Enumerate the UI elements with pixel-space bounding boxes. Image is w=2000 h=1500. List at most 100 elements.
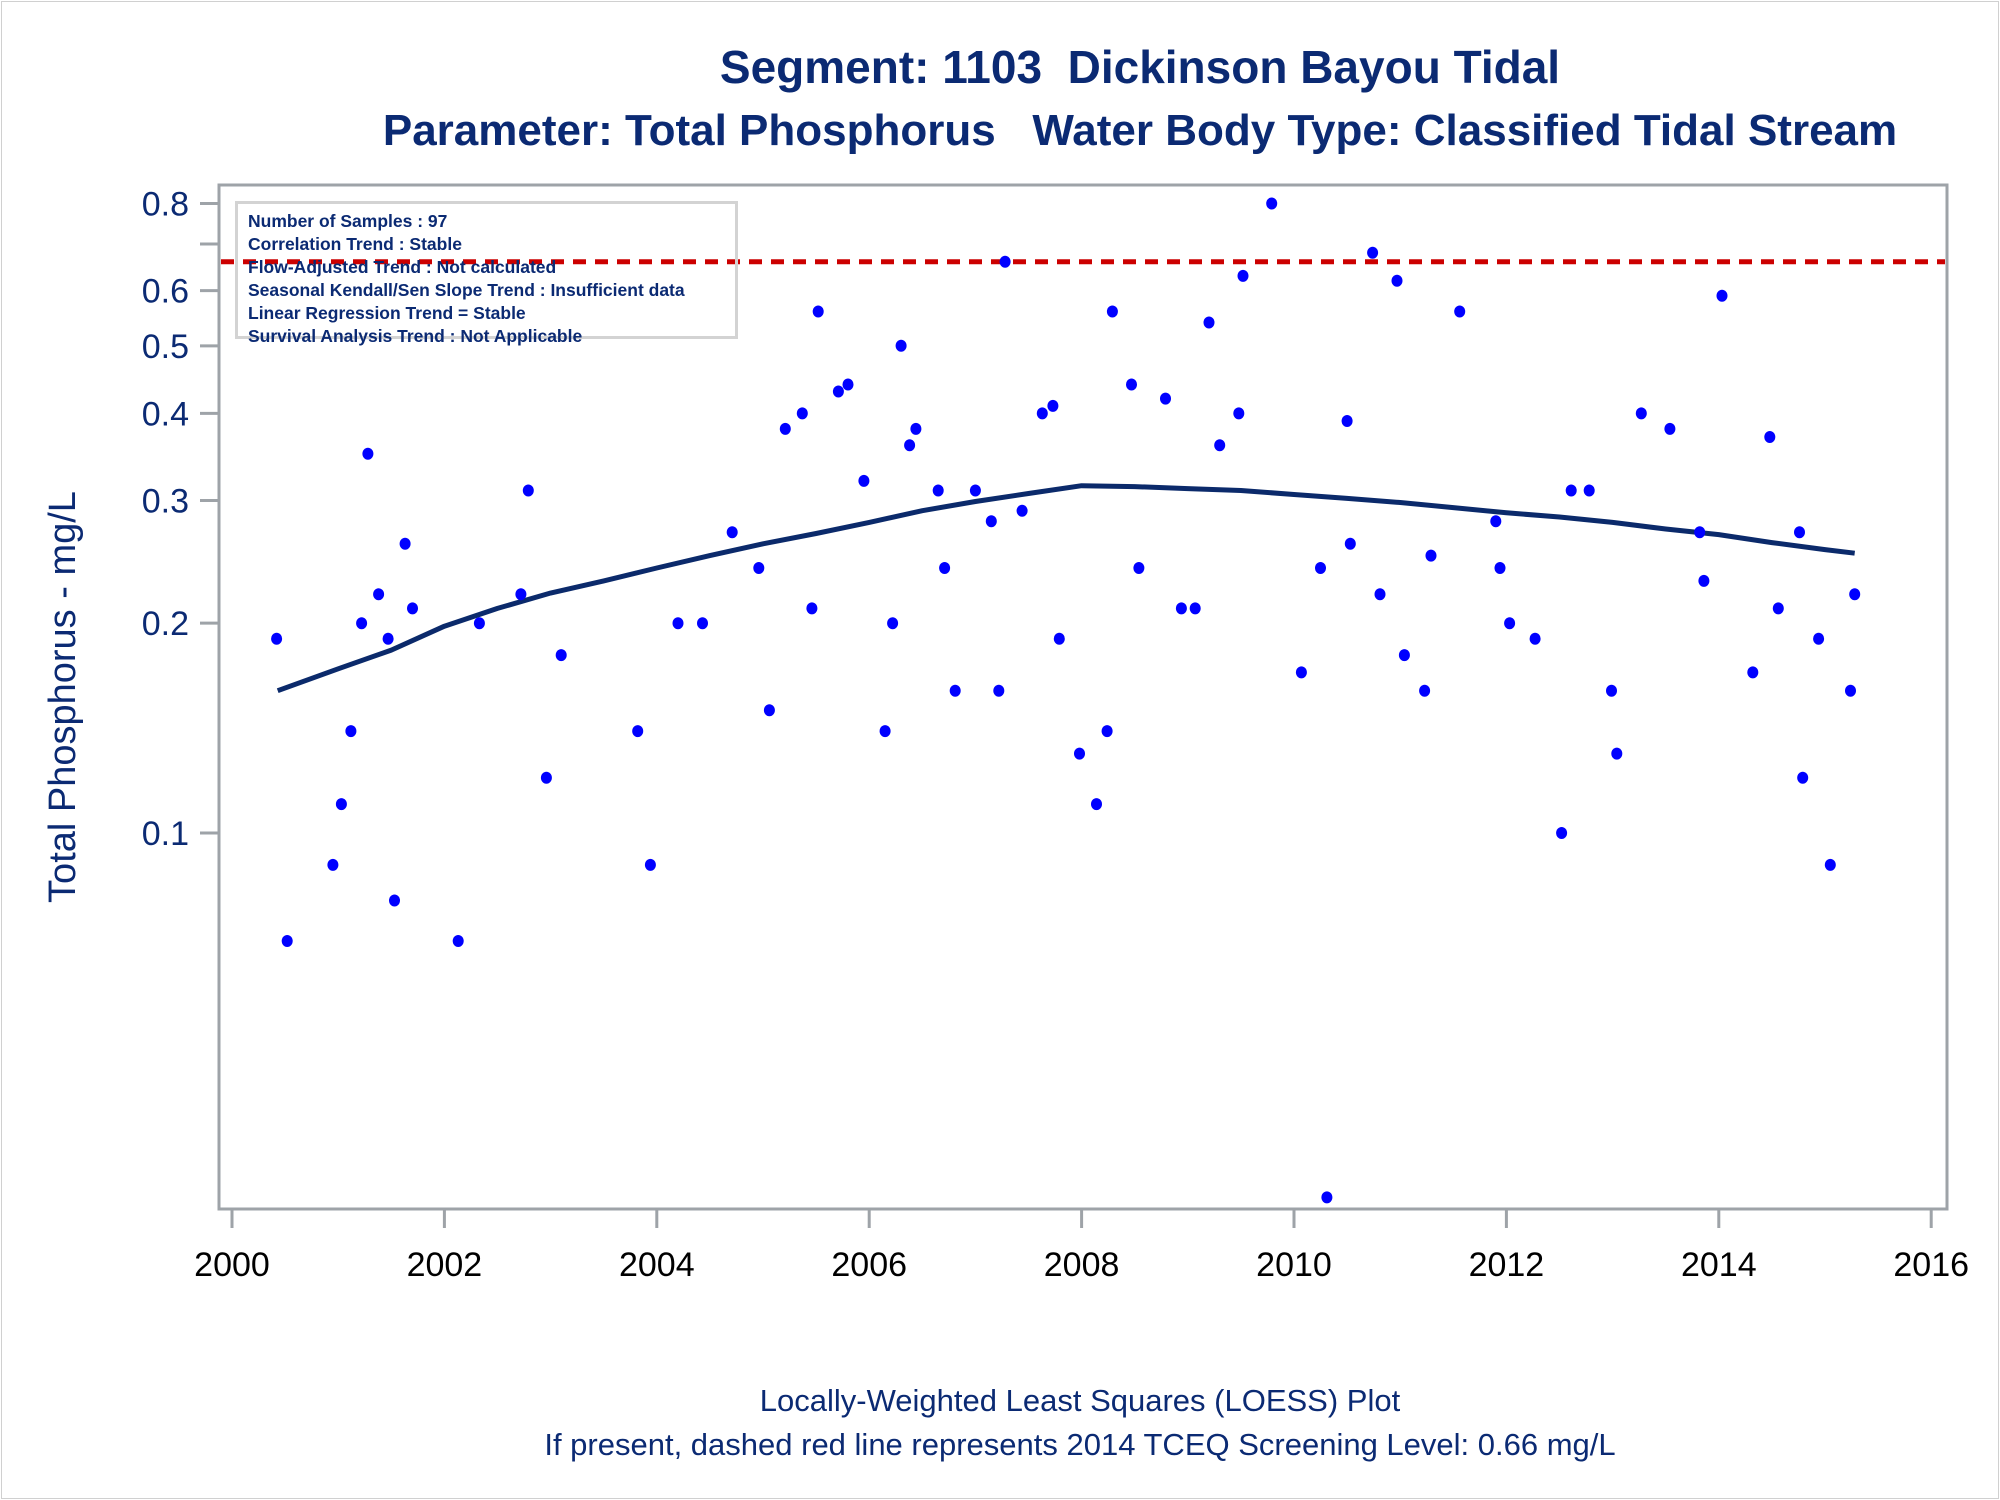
data-point [1074, 747, 1085, 760]
data-point [335, 798, 347, 811]
stat-correlation-trend: Correlation Trend : Stable [248, 234, 462, 254]
data-point [373, 588, 385, 601]
data-point [362, 447, 374, 460]
data-point [345, 725, 357, 738]
trend-stats-box: Number of Samples : 97 Correlation Trend… [235, 201, 738, 346]
data-point [1237, 269, 1249, 282]
y-tick-label: 0.6 [142, 273, 189, 311]
data-point [644, 858, 656, 871]
data-point [1583, 484, 1595, 497]
data-point [1344, 537, 1356, 550]
data-point [969, 484, 981, 497]
data-point [904, 439, 916, 452]
data-point [1490, 515, 1502, 528]
data-point [399, 537, 411, 550]
x-tick-label: 2016 [1893, 1246, 1969, 1284]
data-point [879, 725, 891, 738]
data-point [1606, 684, 1617, 697]
data-point [1036, 407, 1048, 420]
data-point [672, 617, 684, 630]
data-point [1716, 289, 1728, 302]
x-tick-label: 2006 [831, 1246, 907, 1284]
data-point [985, 515, 997, 528]
data-point [697, 617, 708, 630]
data-point [753, 562, 765, 574]
data-point [540, 771, 552, 784]
x-tick-label: 2008 [1044, 1246, 1120, 1284]
data-point [1797, 771, 1809, 784]
data-point [1794, 526, 1805, 539]
data-point [327, 858, 339, 871]
data-point [271, 632, 283, 645]
data-point [1529, 632, 1541, 645]
chart-subtitle: Parameter: Total Phosphorus Water Body T… [382, 106, 1898, 155]
data-point [939, 562, 951, 574]
data-point [1425, 549, 1437, 562]
data-point [832, 385, 844, 398]
data-point [763, 704, 775, 717]
data-point [999, 255, 1011, 268]
data-point [1053, 632, 1065, 645]
data-point [887, 617, 899, 630]
data-point [1203, 316, 1215, 329]
stat-seasonal-kendall: Seasonal Kendall/Sen Slope Trend : Insuf… [248, 280, 685, 300]
data-point [1813, 632, 1825, 645]
data-point [1556, 827, 1568, 839]
x-tick-label: 2010 [1256, 1246, 1332, 1284]
data-point [895, 339, 907, 352]
data-point [1374, 588, 1386, 601]
data-point [1266, 197, 1278, 210]
data-point [1747, 666, 1759, 679]
data-point [555, 649, 567, 662]
data-point [1315, 562, 1326, 574]
data-point [910, 422, 922, 435]
data-point [842, 378, 854, 391]
data-point [1133, 562, 1145, 574]
data-point [356, 617, 368, 630]
data-point [726, 526, 738, 539]
y-tick-label: 0.4 [142, 395, 189, 433]
data-point [1126, 378, 1137, 391]
data-point [1160, 392, 1171, 405]
data-point [1341, 415, 1353, 427]
x-tick-label: 2004 [619, 1246, 695, 1284]
data-point [632, 725, 644, 738]
data-point [858, 474, 870, 487]
data-point [1016, 504, 1028, 517]
y-tick-label: 0.2 [142, 605, 189, 643]
data-point [1101, 725, 1113, 738]
data-point [812, 305, 824, 318]
data-point [1772, 602, 1784, 615]
loess-line [276, 483, 1856, 694]
data-point [473, 617, 485, 630]
y-tick-label: 0.1 [142, 815, 189, 853]
data-point [1694, 526, 1706, 539]
data-point [806, 602, 818, 615]
y-tick-label: 0.5 [142, 328, 189, 366]
data-point [1175, 602, 1187, 615]
footnote-loess: Locally-Weighted Least Squares (LOESS) P… [759, 1383, 1401, 1418]
data-point [1504, 617, 1516, 630]
data-point [1398, 649, 1410, 662]
data-point [1295, 666, 1307, 679]
y-tick-label: 0.3 [142, 482, 189, 520]
data-point [1454, 305, 1466, 318]
x-tick-label: 2002 [407, 1246, 483, 1284]
data-point [1391, 274, 1403, 287]
data-point [1189, 602, 1201, 615]
data-point [1764, 431, 1776, 443]
y-tick-label: 0.8 [142, 186, 189, 224]
x-tick-label: 2012 [1469, 1246, 1545, 1284]
data-point [515, 588, 527, 601]
data-point [1091, 798, 1102, 811]
data-point [452, 935, 464, 947]
data-point [281, 935, 293, 947]
data-point [1698, 574, 1710, 587]
data-point [1367, 246, 1379, 259]
data-point [1106, 305, 1118, 318]
chart-title: Segment: 1103 Dickinson Bayou Tidal [719, 41, 1561, 93]
stat-samples: Number of Samples : 97 [248, 211, 448, 231]
data-point [1419, 684, 1431, 697]
data-point [1824, 858, 1836, 871]
